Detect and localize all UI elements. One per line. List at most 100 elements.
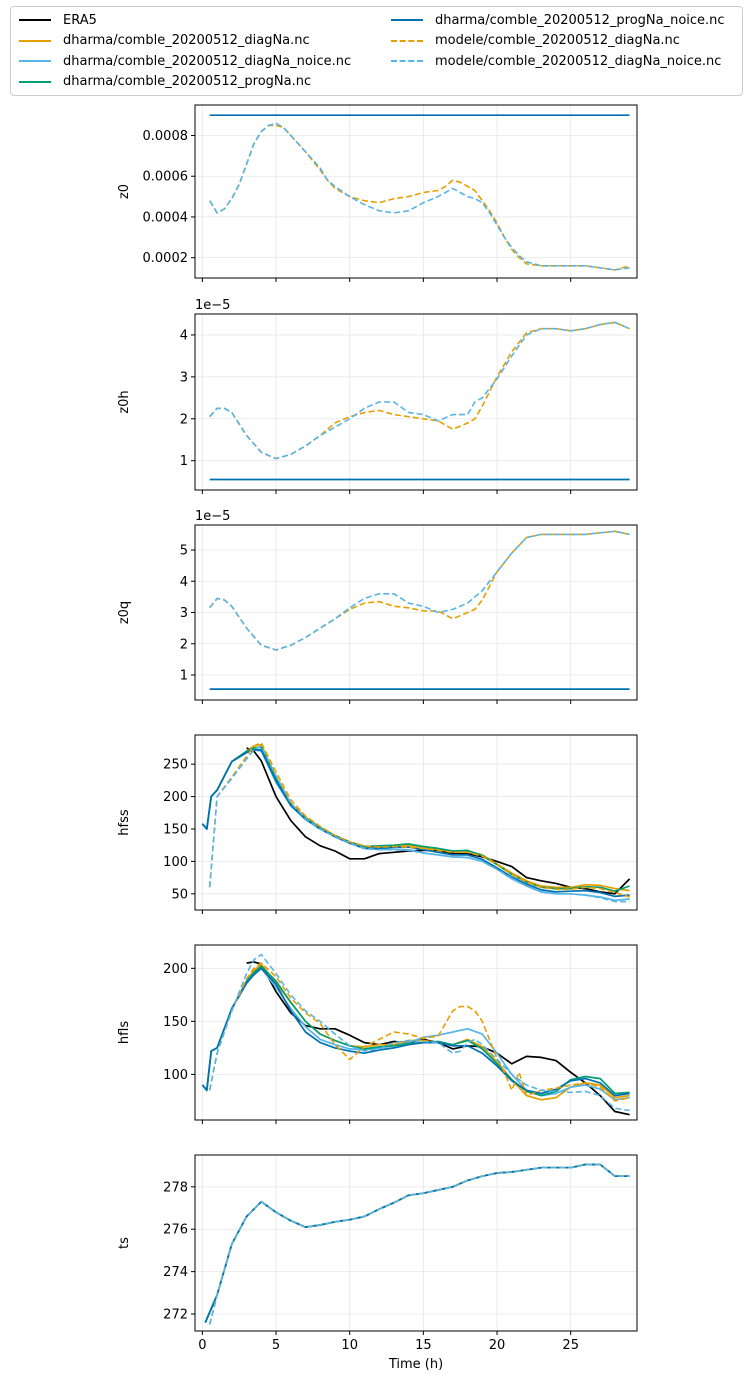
legend-swatch — [391, 39, 423, 42]
y-tick-label: 1 — [180, 669, 188, 684]
series-line — [209, 530, 630, 651]
y-tick-label: 2 — [180, 637, 188, 652]
subplot-hfls: 100 150 200 hfls — [117, 944, 638, 1124]
x-tick-label: 15 — [415, 1338, 432, 1353]
x-tick-label: 20 — [489, 1338, 506, 1353]
series-line — [201, 967, 630, 1101]
y-tick-label: 278 — [163, 1180, 188, 1195]
series-group — [201, 953, 630, 1116]
series-line — [209, 321, 630, 460]
y-axis-label: z0q — [117, 601, 132, 624]
x-tick-label: 0 — [198, 1338, 206, 1353]
y-tick-label: 2 — [180, 412, 188, 427]
axes-frame — [194, 104, 638, 279]
axes-frame — [194, 1154, 638, 1332]
series-line — [209, 122, 630, 271]
y-tick-label: 4 — [180, 328, 188, 343]
y-axis-label: z0 — [117, 184, 132, 199]
legend: ERA5 dharma/comble_20200512_diagNa.nc dhar… — [10, 6, 743, 96]
x-tick-label: 5 — [272, 1338, 280, 1353]
y-tick-label: 1 — [180, 454, 188, 469]
y-tick-label: 100 — [163, 855, 188, 870]
axes-frame — [194, 944, 638, 1121]
axis-offset-text: 1e−5 — [195, 509, 230, 524]
series-line — [204, 1163, 630, 1323]
series-line — [201, 967, 630, 1097]
legend-label: dharma/comble_20200512_diagNa_noice.nc — [63, 53, 352, 69]
legend-item: dharma/comble_20200512_diagNa_noice.nc — [19, 51, 351, 71]
x-tick-label: 25 — [562, 1338, 579, 1353]
y-axis-label: hfls — [117, 1021, 132, 1044]
y-tick-label: 4 — [180, 575, 188, 590]
legend-item: ERA5 — [19, 10, 97, 30]
legend-swatch — [391, 19, 423, 21]
x-axis-label: Time (h) — [388, 1357, 443, 1372]
subplot-z0h: 1 2 3 4 z0h 1e−5 — [117, 298, 638, 494]
legend-label: ERA5 — [63, 12, 97, 28]
y-tick-label: 0.0006 — [143, 170, 189, 185]
subplot-z0: 0.0002 0.0004 0.0006 0.0008 z0 — [117, 104, 638, 282]
legend-label: dharma/comble_20200512_progNa_noice.nc — [435, 12, 725, 28]
series-group — [209, 321, 630, 481]
legend-item: dharma/comble_20200512_progNa.nc — [19, 72, 311, 92]
series-line — [201, 743, 630, 892]
legend-label: dharma/comble_20200512_diagNa.nc — [63, 33, 310, 48]
legend-swatch — [19, 39, 51, 42]
series-line — [204, 1163, 630, 1323]
legend-label: modele/comble_20200512_diagNa.nc — [435, 33, 680, 48]
series-line — [204, 1163, 630, 1323]
series-line — [209, 124, 630, 271]
y-tick-label: 200 — [163, 962, 188, 977]
axes-frame — [194, 734, 638, 911]
legend-item: dharma/comble_20200512_diagNa.nc — [19, 31, 310, 51]
y-tick-label: 150 — [163, 822, 188, 837]
y-axis-label: hfss — [117, 809, 132, 836]
y-tick-label: 250 — [163, 758, 188, 773]
y-tick-label: 5 — [180, 544, 188, 559]
series-line — [208, 1163, 630, 1325]
legend-swatch — [19, 80, 51, 83]
series-group — [201, 741, 631, 903]
axis-offset-text: 1e−5 — [195, 298, 230, 313]
y-tick-label: 200 — [163, 790, 188, 805]
series-group — [209, 530, 630, 690]
y-tick-label: 150 — [163, 1015, 188, 1030]
subplot-z0q: 1 2 3 4 5 z0q 1e−5 — [117, 509, 638, 704]
x-tick-label: 10 — [341, 1338, 358, 1353]
legend-swatch — [19, 60, 51, 62]
y-tick-label: 274 — [163, 1265, 188, 1280]
y-axis-label: ts — [117, 1237, 132, 1249]
legend-item: modele/comble_20200512_diagNa_noice.nc — [391, 51, 721, 71]
series-line — [208, 1163, 630, 1325]
y-tick-label: 0.0004 — [143, 210, 189, 225]
series-line — [208, 962, 630, 1102]
y-tick-label: 0.0002 — [143, 251, 189, 266]
legend-label: modele/comble_20200512_diagNa_noice.nc — [435, 53, 722, 69]
subplot-ts: 272 274 276 278 0 5 10 15 20 25 ts Time (h) — [117, 1154, 638, 1372]
series-group — [209, 114, 630, 271]
legend-swatch — [19, 19, 51, 21]
series-line — [204, 1163, 630, 1323]
series-group — [204, 1163, 630, 1325]
series-line — [208, 741, 630, 898]
series-line — [201, 965, 630, 1097]
legend-swatch — [391, 60, 423, 62]
series-line — [209, 321, 630, 460]
axes-frame — [194, 313, 638, 491]
y-tick-label: 100 — [163, 1068, 188, 1083]
y-tick-label: 0.0008 — [143, 129, 189, 144]
y-tick-label: 50 — [171, 887, 188, 902]
series-line — [208, 745, 630, 903]
subplot-hfss: 50 100 150 200 250 hfss — [117, 734, 638, 914]
series-line — [209, 530, 630, 651]
series-line — [201, 963, 630, 1101]
legend-item: modele/comble_20200512_diagNa.nc — [391, 31, 680, 51]
y-tick-label: 276 — [163, 1223, 188, 1238]
series-line — [201, 746, 630, 893]
legend-item: dharma/comble_20200512_progNa_noice.nc — [391, 10, 725, 30]
legend-label: dharma/comble_20200512_progNa.nc — [63, 74, 312, 89]
y-tick-label: 3 — [180, 606, 188, 621]
series-line — [208, 953, 630, 1112]
y-axis-label: z0h — [117, 390, 132, 413]
